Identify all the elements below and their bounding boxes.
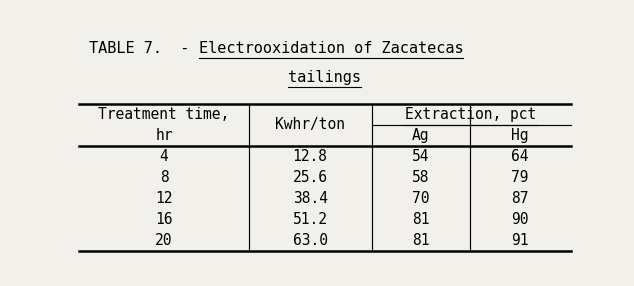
Text: Hg: Hg (512, 128, 529, 143)
Text: 51.2: 51.2 (293, 212, 328, 227)
Text: tailings: tailings (288, 69, 361, 85)
Text: Electrooxidation of Zacatecas: Electrooxidation of Zacatecas (198, 41, 463, 56)
Text: 63.0: 63.0 (293, 233, 328, 248)
Text: 12: 12 (155, 191, 172, 206)
Text: 8: 8 (160, 170, 169, 185)
Text: 4: 4 (160, 149, 169, 164)
Text: Kwhr/ton: Kwhr/ton (275, 117, 345, 132)
Text: 58: 58 (412, 170, 429, 185)
Text: 81: 81 (412, 233, 429, 248)
Text: 87: 87 (512, 191, 529, 206)
Text: 64: 64 (512, 149, 529, 164)
Text: 25.6: 25.6 (293, 170, 328, 185)
Text: Treatment time,: Treatment time, (98, 107, 230, 122)
Text: 91: 91 (512, 233, 529, 248)
Text: hr: hr (155, 128, 172, 143)
Text: 16: 16 (155, 212, 172, 227)
Text: 70: 70 (412, 191, 429, 206)
Text: 38.4: 38.4 (293, 191, 328, 206)
Text: 81: 81 (412, 212, 429, 227)
Text: 54: 54 (412, 149, 429, 164)
Text: 20: 20 (155, 233, 172, 248)
Text: 90: 90 (512, 212, 529, 227)
Text: 79: 79 (512, 170, 529, 185)
Text: Extraction, pct: Extraction, pct (406, 107, 537, 122)
Text: Ag: Ag (412, 128, 429, 143)
Text: 12.8: 12.8 (293, 149, 328, 164)
Text: TABLE 7.  -: TABLE 7. - (89, 41, 198, 56)
